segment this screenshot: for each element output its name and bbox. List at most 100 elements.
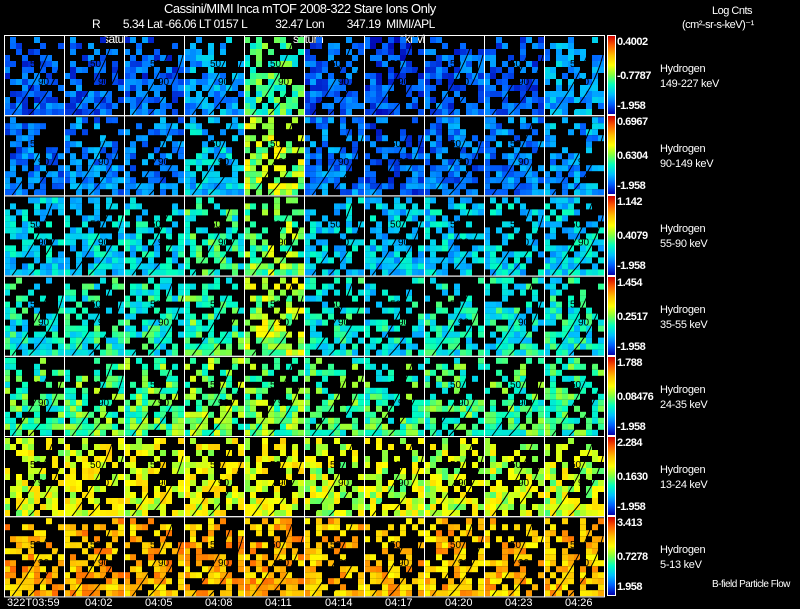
heatmap-cell [550,73,556,79]
heatmap-cell [112,584,118,591]
heatmap-cell [172,393,178,400]
heatmap-cell [586,474,592,480]
heatmap-cell [28,510,34,516]
heatmap-cell [538,269,544,276]
heatmap-cell [394,171,400,178]
heatmap-cell [10,159,16,166]
contour-label-50: 50 [390,380,402,391]
heatmap-cell [256,313,262,320]
heatmap-cell [10,417,16,424]
heatmap-cell [82,109,88,115]
heatmap-cell [196,319,202,326]
heatmap-cell [586,462,592,468]
heatmap-cell [538,209,544,216]
heatmap-cell [502,399,508,406]
heatmap-cell [292,417,298,424]
heatmap-cell [376,393,382,400]
heatmap-cell [514,411,520,418]
heatmap-cell [550,480,556,486]
heatmap-cell [70,486,76,492]
heatmap-cell [112,480,118,486]
heatmap-cell [142,498,148,504]
heatmap-cell [310,117,316,124]
heatmap-cell [70,542,76,549]
heatmap-cell [76,227,82,234]
heatmap-cell [16,319,22,326]
heatmap-cell [142,97,148,103]
heatmap-cell [430,313,436,320]
heatmap-cell [130,61,136,67]
heatmap-cell [382,411,388,418]
heatmap-cell [124,486,130,492]
heatmap-cell [520,313,526,320]
heatmap-cell [262,239,268,246]
heatmap-cell [466,349,472,356]
heatmap-cell [268,295,274,302]
heatmap-cell [472,189,478,196]
heatmap-cell [562,117,568,124]
heatmap-cell [520,319,526,326]
heatmap-cell [580,73,586,79]
heatmap-cell [178,411,184,418]
heatmap-cell [424,233,430,240]
heatmap-cell [502,153,508,160]
heatmap-cell [262,123,268,130]
heatmap-cell [280,189,286,196]
heatmap-cell [124,498,130,504]
heatmap-cell [592,417,598,424]
heatmap-cell [136,417,142,424]
heatmap-cell [370,177,376,184]
contour-line [568,455,604,517]
heatmap-cell [208,239,214,246]
heatmap-cell [304,307,310,314]
heatmap-cell [166,135,172,142]
heatmap-cell [550,227,556,234]
heatmap-cell [406,393,412,400]
heatmap-cell [232,239,238,246]
heatmap-cell [208,518,214,525]
heatmap-cell [4,283,10,290]
heatmap-cell [580,429,586,436]
contour-label-50: 50 [510,460,522,471]
heatmap-cell [70,49,76,55]
heatmap-cell [202,189,208,196]
heatmap-cell [592,79,598,85]
heatmap-cell [460,269,466,276]
heatmap-cell [526,97,532,103]
heatmap-cell [394,257,400,264]
heatmap-cell [316,450,322,456]
heatmap-cell [460,349,466,356]
heatmap-cell [574,251,580,258]
heatmap-cell [538,474,544,480]
heatmap-cell [82,530,88,537]
heatmap-cell [214,257,220,264]
heatmap-cell [22,263,28,270]
heatmap-cell [28,263,34,270]
heatmap-cell [178,554,184,561]
heatmap-cell [208,49,214,55]
heatmap-cell [532,227,538,234]
heatmap-cell [520,183,526,190]
heatmap-cell [544,239,550,246]
heatmap-cell [82,548,88,555]
heatmap-cell [82,524,88,531]
heatmap-cell [436,307,442,314]
heatmap-cell [100,147,106,154]
heatmap-cell [148,61,154,67]
heatmap-cell [76,117,82,124]
heatmap-cell [406,233,412,240]
heatmap-cell [208,73,214,79]
heatmap-cell [280,37,286,43]
heatmap-cell [448,221,454,228]
contour-label-90: 90 [578,157,590,168]
heatmap-cell [160,498,166,504]
heatmap-cell [208,462,214,468]
heatmap-cell [568,349,574,356]
heatmap-cell [442,117,448,124]
heatmap-cell [460,405,466,412]
heatmap-cell [28,147,34,154]
heatmap-cell [376,468,382,474]
heatmap-cell [112,518,118,525]
heatmap-cell [592,91,598,97]
heatmap-cell [166,307,172,314]
